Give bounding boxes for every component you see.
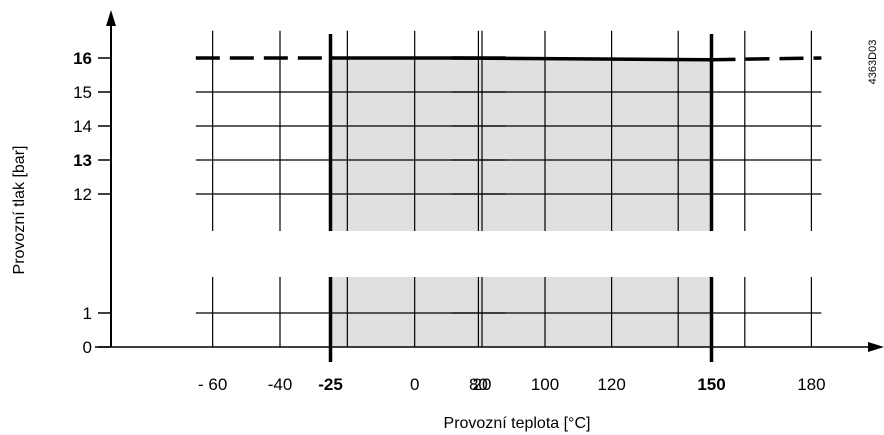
y-axis-title: Provozní tlak [bar] [11,146,28,275]
y-tick-label-13: 13 [73,151,92,170]
x-tick-label-120: 120 [597,375,625,394]
operating-range-fill-upper-1 [451,58,712,231]
x-axis-title: Provozní teplota [°C] [444,415,591,432]
x-tick-label-100: 100 [531,375,559,394]
y-axis-arrow [106,10,116,26]
x-tick-label-80: 80 [469,375,488,394]
x-tick-label--25: -25 [318,375,343,394]
limit-line-solid-right [451,56,712,62]
x-tick-label-150: 150 [697,375,725,394]
x-tick-label--60: - 60 [198,375,227,394]
y-tick-label-16: 16 [73,49,92,68]
y-tick-label-12: 12 [73,185,92,204]
y-tick-label-0: 0 [83,338,92,357]
limit-line-dashed-right [711,56,822,62]
x-tick-label--40: -40 [268,375,293,394]
operating-range-fill-lower-1 [451,277,712,347]
x-tick-label-180: 180 [797,375,825,394]
x-tick-label-20: 20 [473,375,492,394]
x-tick-label-0: 0 [410,375,419,394]
y-tick-label-15: 15 [73,83,92,102]
y-tick-label-1: 1 [83,304,92,323]
y-tick-label-14: 14 [73,117,92,136]
figure-code: 4363D03 [867,40,879,85]
x-axis-arrow [868,342,884,352]
